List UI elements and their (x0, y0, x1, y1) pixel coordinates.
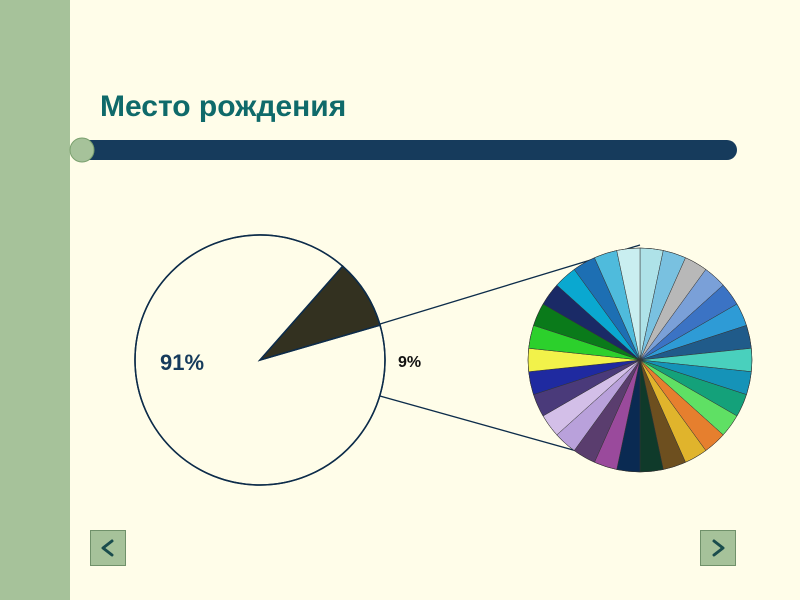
slide-stage: Место рождения 91% 9% (0, 0, 800, 600)
chevron-right-icon (707, 537, 729, 559)
previous-slide-button[interactable] (90, 530, 126, 566)
chevron-left-icon (97, 537, 119, 559)
main-slice-label: 91% (160, 350, 204, 376)
detail-pie-chart (0, 0, 800, 600)
other-slice-label: 9% (398, 354, 421, 372)
next-slide-button[interactable] (700, 530, 736, 566)
